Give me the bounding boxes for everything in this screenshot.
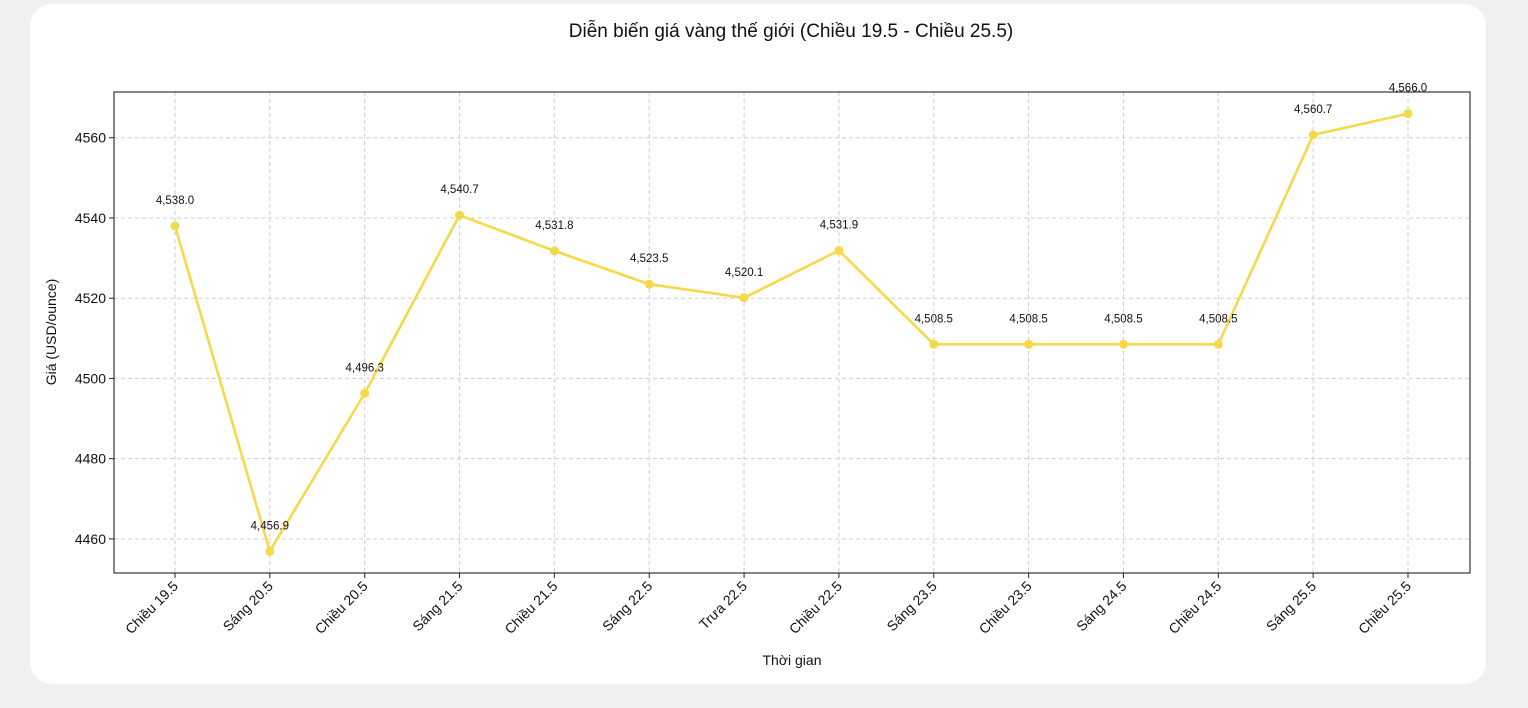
x-tick-label: Chiều 19.5 (122, 578, 181, 637)
data-point (170, 221, 180, 231)
y-tick-label: 4560 (75, 130, 106, 146)
x-tick-label: Chiều 22.5 (786, 578, 845, 637)
data-point (1213, 339, 1223, 349)
x-tick-label: Chiều 24.5 (1165, 578, 1224, 637)
data-point (644, 279, 654, 289)
x-axis-ticks: Chiều 19.5 Sáng 20.5 Chiều 20.5 Sáng 21.5 Ch… (122, 573, 1414, 637)
data-label: 4,538.0 (156, 195, 194, 207)
data-label: 4,508.5 (1104, 313, 1142, 325)
data-point (739, 293, 749, 303)
y-axis-ticks: 4460 4480 4500 4520 4540 4560 (75, 130, 114, 547)
price-line (173, 112, 1409, 553)
plot-frame (113, 91, 1471, 574)
data-point (549, 246, 559, 256)
data-label: 4,508.5 (915, 313, 953, 325)
data-label: 4,523.5 (630, 253, 668, 265)
data-point (834, 245, 844, 255)
x-axis-label: Thời gian (763, 652, 822, 668)
data-label: 4,540.7 (440, 184, 478, 196)
data-point (265, 546, 275, 556)
data-point (1308, 130, 1318, 140)
y-axis-label: Giá (USD/ounce) (43, 279, 59, 386)
grid-lines (114, 92, 1470, 573)
x-tick-label: Chiều 23.5 (976, 578, 1035, 637)
y-tick-label: 4460 (75, 531, 106, 547)
data-label: 4,560.7 (1294, 104, 1332, 116)
y-tick-label: 4520 (75, 290, 106, 306)
data-point (455, 210, 465, 220)
x-tick-label: Sáng 24.5 (1073, 578, 1130, 635)
data-label: 4,496.3 (346, 362, 384, 374)
y-tick-label: 4480 (75, 451, 106, 467)
x-tick-label: Sáng 25.5 (1263, 578, 1320, 635)
x-tick-label: Sáng 20.5 (220, 578, 277, 635)
x-tick-label: Trưa 22.5 (696, 578, 751, 633)
data-label: 4,456.9 (251, 520, 289, 532)
data-point (1024, 339, 1034, 349)
data-label: 4,531.8 (535, 220, 573, 232)
x-tick-label: Sáng 21.5 (409, 578, 466, 635)
price-series (170, 109, 1413, 556)
chart-title: Diễn biến giá vàng thế giới (Chiều 19.5 … (569, 20, 1013, 42)
x-tick-label: Chiều 21.5 (501, 578, 560, 637)
y-tick-label: 4500 (75, 370, 106, 386)
data-label: 4,520.1 (725, 267, 763, 279)
data-point (929, 339, 939, 349)
data-point (1118, 339, 1128, 349)
y-tick-label: 4540 (75, 210, 106, 226)
x-tick-label: Sáng 23.5 (883, 578, 940, 635)
data-point (360, 388, 370, 398)
data-label: 4,531.9 (820, 219, 858, 231)
x-tick-label: Sáng 22.5 (599, 578, 656, 635)
x-tick-label: Chiều 25.5 (1355, 578, 1414, 637)
data-label: 4,508.5 (1009, 313, 1047, 325)
data-labels: 4,538.0 4,456.9 4,496.3 4,540.7 4,531.8 4,523… (156, 83, 1427, 533)
data-point (1403, 109, 1413, 119)
data-label: 4,508.5 (1199, 313, 1237, 325)
data-label: 4,566.0 (1389, 83, 1427, 95)
chart-card (30, 4, 1486, 684)
x-tick-label: Chiều 20.5 (312, 578, 371, 637)
